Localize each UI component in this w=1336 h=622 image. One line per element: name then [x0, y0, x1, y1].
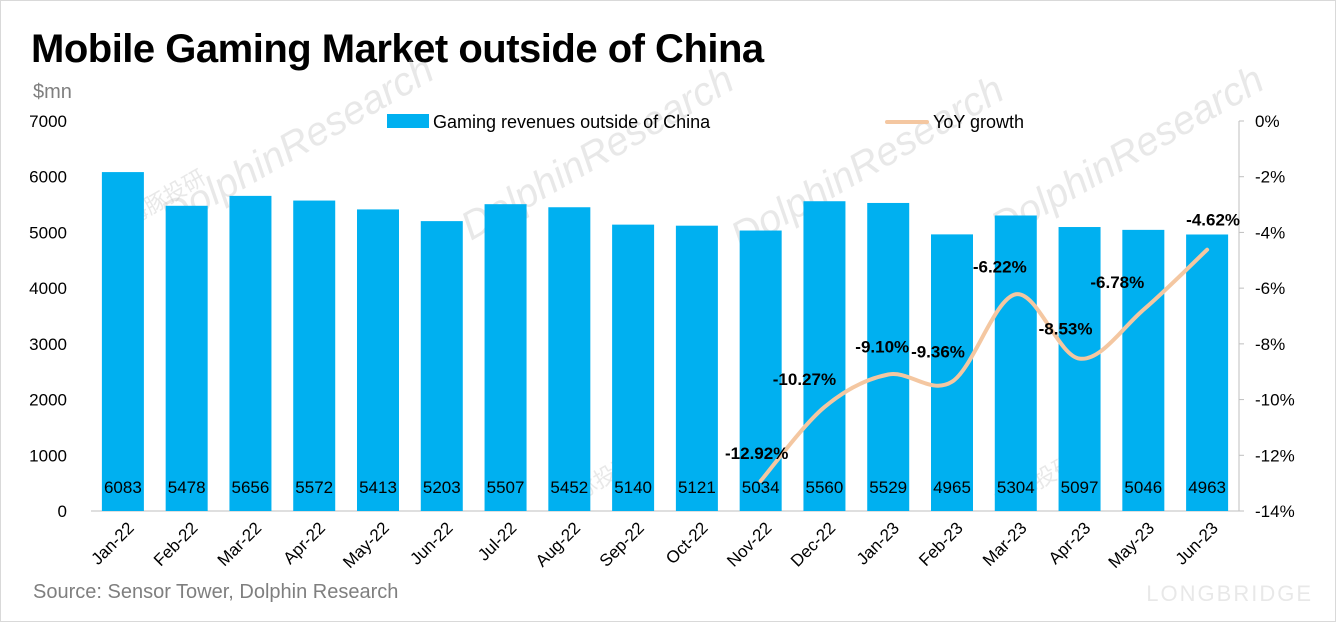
growth-value-label: -6.22% — [973, 257, 1027, 276]
y-tick-label: 2000 — [29, 391, 67, 410]
x-tick-label: Feb-22 — [150, 518, 202, 570]
bar — [293, 200, 336, 511]
watermark-corner: LONGBRIDGE — [1146, 581, 1313, 606]
yoy-growth-line — [758, 247, 1210, 483]
x-tick-label: Oct-22 — [662, 518, 712, 568]
x-tick-label: Apr-23 — [1045, 518, 1095, 568]
x-tick-label: Jun-22 — [406, 518, 456, 568]
bar — [165, 205, 208, 511]
growth-value-label: -12.92% — [725, 444, 788, 463]
legend-bar-label: Gaming revenues outside of China — [433, 112, 711, 132]
bar-value-label: 5560 — [806, 478, 844, 497]
bar-value-label: 5656 — [232, 478, 270, 497]
y2-tick-label: 0% — [1255, 112, 1280, 131]
y2-tick-label: -8% — [1255, 335, 1285, 354]
x-tick-label: Apr-22 — [280, 518, 330, 568]
bar-value-label: 5478 — [168, 478, 206, 497]
x-tick-label: Aug-22 — [532, 518, 584, 570]
bar — [1122, 229, 1165, 511]
y2-tick-label: -4% — [1255, 223, 1285, 242]
x-tick-label: Jan-22 — [88, 518, 138, 568]
growth-value-label: -10.27% — [773, 370, 836, 389]
x-tick-label: Mar-22 — [214, 518, 266, 570]
bar-value-label: 5140 — [614, 478, 652, 497]
bar-value-label: 5203 — [423, 478, 461, 497]
bar — [931, 234, 973, 511]
bar — [101, 172, 144, 511]
bar-value-label: 5572 — [295, 478, 333, 497]
growth-value-label: -6.78% — [1090, 273, 1144, 292]
y2-tick-label: -12% — [1255, 446, 1295, 465]
bar-value-label: 5452 — [550, 478, 588, 497]
y-axis-unit: $mn — [33, 81, 72, 103]
x-tick-label: May-22 — [339, 518, 393, 572]
chart-title: Mobile Gaming Market outside of China — [31, 27, 764, 71]
growth-value-label: -9.10% — [855, 338, 909, 357]
bar-value-label: 5507 — [487, 478, 525, 497]
source-note: Source: Sensor Tower, Dolphin Research — [33, 581, 399, 603]
legend-bar-swatch — [387, 114, 429, 128]
bar-value-label: 4963 — [1188, 478, 1226, 497]
x-tick-label: Jul-22 — [474, 518, 520, 564]
bar — [484, 204, 527, 511]
bar — [803, 201, 846, 511]
bar-value-label: 5304 — [997, 478, 1035, 497]
bar — [1186, 234, 1229, 512]
bar — [612, 224, 655, 511]
bar — [420, 221, 463, 511]
bar-value-label: 5046 — [1124, 478, 1162, 497]
bar-value-label: 6083 — [104, 478, 142, 497]
x-tick-label: Feb-23 — [915, 518, 967, 570]
y2-tick-label: -14% — [1255, 502, 1295, 521]
x-tick-label: May-23 — [1105, 518, 1159, 572]
y2-tick-label: -6% — [1255, 279, 1285, 298]
bar — [1058, 227, 1101, 511]
bar-value-label: 4965 — [933, 478, 971, 497]
y2-tick-label: -10% — [1255, 391, 1295, 410]
x-tick-label: Nov-22 — [723, 518, 775, 570]
x-tick-label: Jan-23 — [853, 518, 903, 568]
bar — [994, 215, 1037, 511]
y-tick-label: 0 — [58, 502, 67, 521]
growth-value-label: -9.36% — [911, 343, 965, 362]
growth-value-label: -8.53% — [1039, 320, 1093, 339]
y-tick-label: 7000 — [29, 112, 67, 131]
y-tick-label: 1000 — [29, 446, 67, 465]
bar — [229, 195, 272, 511]
bar — [357, 209, 399, 511]
x-tick-label: Dec-22 — [787, 518, 839, 570]
growth-value-label: -4.62% — [1186, 211, 1240, 230]
bar-value-label: 5529 — [869, 478, 907, 497]
bar-value-label: 5413 — [359, 478, 397, 497]
x-tick-label: Jun-23 — [1172, 518, 1222, 568]
y-tick-label: 4000 — [29, 279, 67, 298]
bar-value-label: 5034 — [742, 478, 780, 497]
y-tick-label: 6000 — [29, 168, 67, 187]
bar-value-label: 5097 — [1061, 478, 1099, 497]
x-tick-label: Sep-22 — [596, 518, 648, 570]
bar — [548, 207, 591, 511]
bar-value-label: 5121 — [678, 478, 716, 497]
y-tick-label: 3000 — [29, 335, 67, 354]
x-tick-label: Mar-23 — [979, 518, 1031, 570]
bar — [675, 225, 718, 512]
bar — [867, 202, 910, 511]
y-tick-label: 5000 — [29, 223, 67, 242]
y2-tick-label: -2% — [1255, 168, 1285, 187]
legend-line-label: YoY growth — [933, 112, 1024, 132]
